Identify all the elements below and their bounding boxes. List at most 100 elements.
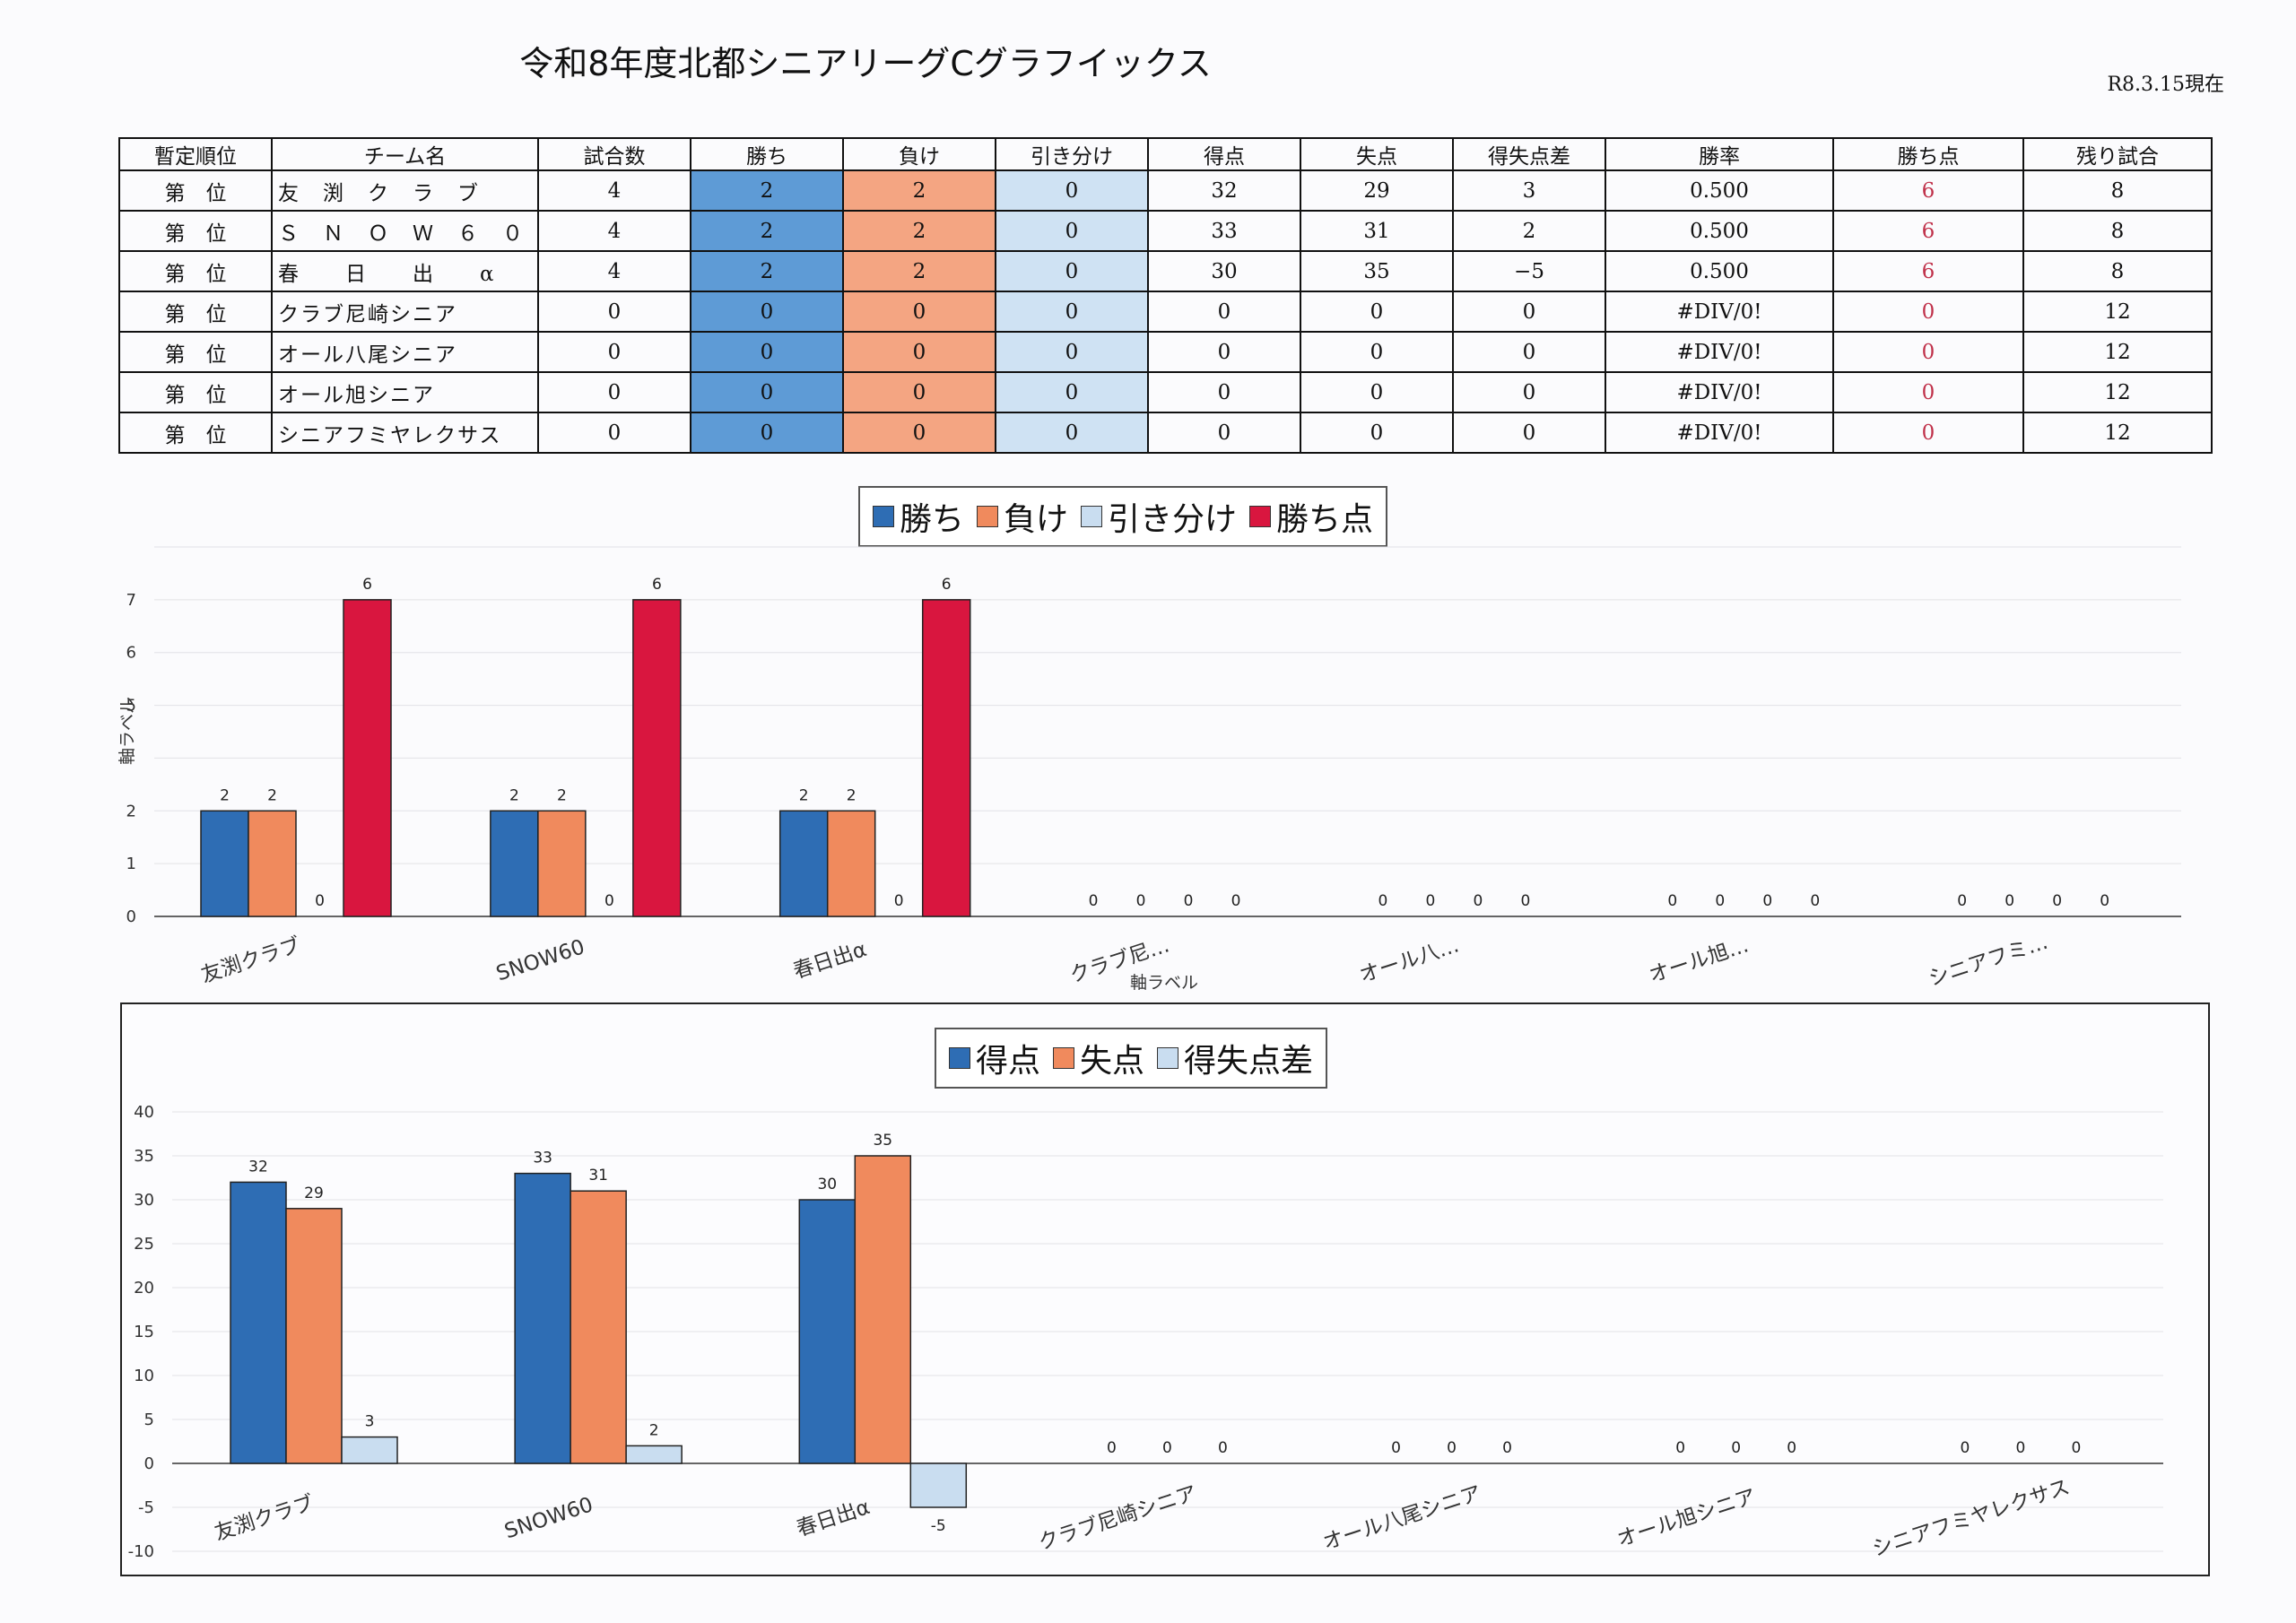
cell-losses: 0 (842, 291, 996, 333)
cell-losses: 0 (842, 331, 996, 373)
col-header-winpct: 勝率 (1605, 137, 1834, 171)
bar-失点 (570, 1190, 627, 1464)
data-label: 31 (588, 1167, 608, 1185)
cell-scored: 0 (1147, 412, 1301, 454)
y-tick-label: 5 (144, 1410, 154, 1429)
bar-得失点差 (625, 1445, 683, 1464)
chart2: -10 -5 0 5 10 15 20 25 30 35 40 32 29 3 友渕クラブ 33 31 2 SNOW… (0, 1076, 2296, 1578)
cell-conceded: 35 (1300, 250, 1454, 292)
cell-remaining: 12 (2022, 331, 2213, 373)
bar-得点 (230, 1181, 287, 1464)
cell-conceded: 31 (1300, 210, 1454, 252)
data-label: 0 (1787, 1439, 1796, 1457)
cell-points: 0 (1832, 331, 2024, 373)
data-label: 6 (652, 576, 662, 594)
data-label: 0 (1107, 1439, 1117, 1457)
legend-label: 勝ち点 (1276, 501, 1374, 538)
bar-負け (248, 810, 297, 917)
cell-losses: 0 (842, 412, 996, 454)
cell-winpct: #DIV/0! (1605, 412, 1834, 454)
cell-points: 0 (1832, 371, 2024, 413)
cell-rank: 第 位 (118, 412, 273, 454)
data-label: 0 (1474, 892, 1483, 910)
legend-label: 負け (1004, 501, 1069, 538)
cell-losses: 2 (842, 169, 996, 212)
cell-rank: 第 位 (118, 371, 273, 413)
chart1: 0 1 2 5 6 7 2 2 0 6 友渕クラブ 2 2 0 6 SNOW60 2 2 0 6 春日出α 0 0 0 0 クラブ… (0, 529, 2296, 1013)
cell-draws: 0 (995, 371, 1149, 413)
bar-得点 (798, 1199, 857, 1464)
cell-team: 友 渕 ク ラ ブ (271, 169, 539, 212)
data-label: 30 (817, 1176, 837, 1193)
cell-diff: 0 (1452, 412, 1606, 454)
bar-得点 (514, 1172, 571, 1464)
cell-remaining: 12 (2022, 371, 2213, 413)
cell-games: 4 (537, 169, 691, 212)
cell-games: 0 (537, 412, 691, 454)
data-label: 32 (248, 1158, 268, 1176)
col-header-team: チーム名 (271, 137, 539, 171)
y-tick-label: 7 (126, 591, 136, 610)
cell-team: 春 日 出 α (271, 250, 539, 292)
cell-games: 4 (537, 250, 691, 292)
data-label: 0 (1184, 892, 1194, 910)
y-tick-label: 2 (126, 802, 136, 820)
data-label: 35 (873, 1132, 892, 1150)
data-label: 0 (1162, 1439, 1172, 1457)
data-label: 2 (799, 786, 809, 804)
bar-勝ち (778, 810, 829, 917)
cell-draws: 0 (995, 291, 1149, 333)
data-label: 3 (365, 1413, 375, 1431)
cell-wins: 2 (690, 210, 844, 252)
bar-勝ち点 (921, 599, 971, 917)
data-label: 33 (533, 1150, 552, 1167)
table-row: 第 位シニアフミヤレクサス 0 0 0 0 0 0 0 #DIV/0! 0 12 (118, 412, 2213, 454)
data-label: 6 (362, 576, 372, 594)
cell-scored: 0 (1147, 331, 1301, 373)
data-label: 2 (509, 786, 519, 804)
cell-rank: 第 位 (118, 291, 273, 333)
legend-label: 得点 (976, 1043, 1041, 1080)
chart2-svg: -10 -5 0 5 10 15 20 25 30 35 40 32 29 3 友渕クラブ 33 31 2 SNOW… (128, 1103, 2163, 1562)
cell-winpct: 0.500 (1605, 250, 1834, 292)
table-row: 第 位オール旭シニア 0 0 0 0 0 0 0 #DIV/0! 0 12 (118, 371, 2213, 413)
x-tick-label: 友渕クラブ (212, 1491, 317, 1545)
cell-conceded: 0 (1300, 331, 1454, 373)
x-tick-label: シニアフミヤレクサス (1870, 1476, 2073, 1562)
y-tick-label: 25 (134, 1235, 154, 1254)
data-label: 0 (2100, 892, 2109, 910)
legend-swatch (1053, 1047, 1075, 1069)
cell-losses: 2 (842, 250, 996, 292)
cell-conceded: 0 (1300, 412, 1454, 454)
y-tick-label: 0 (126, 907, 136, 926)
cell-remaining: 12 (2022, 412, 2213, 454)
cell-team: オール八尾シニア (271, 331, 539, 373)
legend-item: 得点 (949, 1035, 1040, 1081)
cell-scored: 33 (1147, 210, 1301, 252)
bar-失点 (285, 1208, 343, 1464)
col-header-diff: 得失点差 (1452, 137, 1606, 171)
cell-losses: 0 (842, 371, 996, 413)
legend-label: 勝ち (900, 501, 965, 538)
y-tick-label: -10 (128, 1542, 154, 1561)
data-label: 29 (304, 1185, 324, 1202)
x-tick-label: シニアフミ… (1926, 931, 2050, 991)
legend-item: 失点 (1053, 1035, 1144, 1081)
cell-draws: 0 (995, 169, 1149, 212)
cell-team: オール旭シニア (271, 371, 539, 413)
cell-winpct: 0.500 (1605, 169, 1834, 212)
cell-remaining: 8 (2022, 210, 2213, 252)
data-label: -5 (931, 1517, 946, 1535)
data-label: 0 (1715, 892, 1725, 910)
col-header-wins: 勝ち (690, 137, 844, 171)
y-tick-label: 1 (126, 855, 136, 873)
col-header-points: 勝ち点 (1832, 137, 2024, 171)
cell-remaining: 8 (2022, 250, 2213, 292)
bar-失点 (854, 1155, 912, 1464)
cell-diff: 3 (1452, 169, 1606, 212)
data-label: 0 (1231, 892, 1241, 910)
cell-conceded: 0 (1300, 371, 1454, 413)
cell-diff: 0 (1452, 291, 1606, 333)
